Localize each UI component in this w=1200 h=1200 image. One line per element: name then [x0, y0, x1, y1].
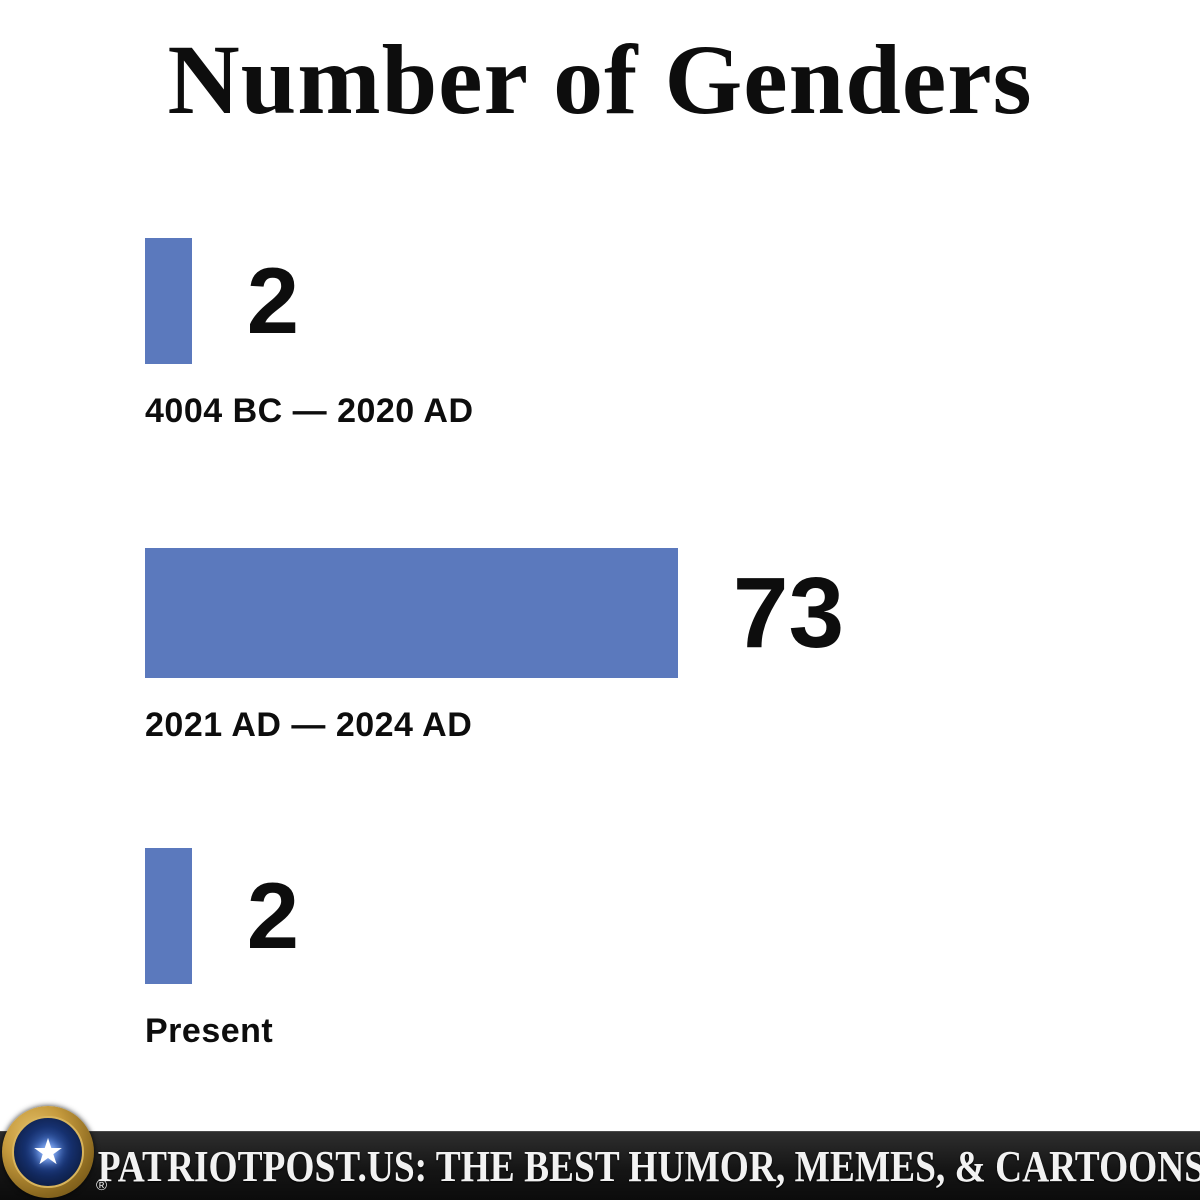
bar-1-label: 4004 BC — 2020 AD [145, 392, 474, 430]
bar-2-label: 2021 AD — 2024 AD [145, 706, 473, 744]
bar-row-1: 2 4004 BC — 2020 AD [145, 238, 1160, 431]
bar-3 [145, 848, 192, 984]
bar-1-value: 2 [246, 248, 299, 353]
footer-bar: PATRIOTPOST.US: THE BEST HUMOR, MEMES, &… [0, 1131, 1200, 1200]
seal-inner-ring: ★ [12, 1116, 84, 1188]
bar-1 [145, 238, 192, 364]
bar-2-value: 73 [732, 557, 845, 669]
bar-3-value: 2 [246, 863, 299, 968]
registered-trademark-symbol: ® [96, 1177, 108, 1194]
bar-row-2: 73 2021 AD — 2024 AD [145, 548, 1160, 745]
chart-title: Number of Genders [167, 24, 1033, 135]
patriotpost-seal-logo: ★ [2, 1106, 94, 1198]
bar-row-3: 2 Present [145, 848, 1160, 1051]
bar-2 [145, 548, 678, 678]
star-seal-icon: ★ [31, 1131, 65, 1172]
footer-tagline-wrap: PATRIOTPOST.US: THE BEST HUMOR, MEMES, &… [97, 1132, 1200, 1200]
bar-3-label: Present [145, 1012, 274, 1050]
footer-tagline: PATRIOTPOST.US: THE BEST HUMOR, MEMES, &… [97, 1141, 1200, 1191]
